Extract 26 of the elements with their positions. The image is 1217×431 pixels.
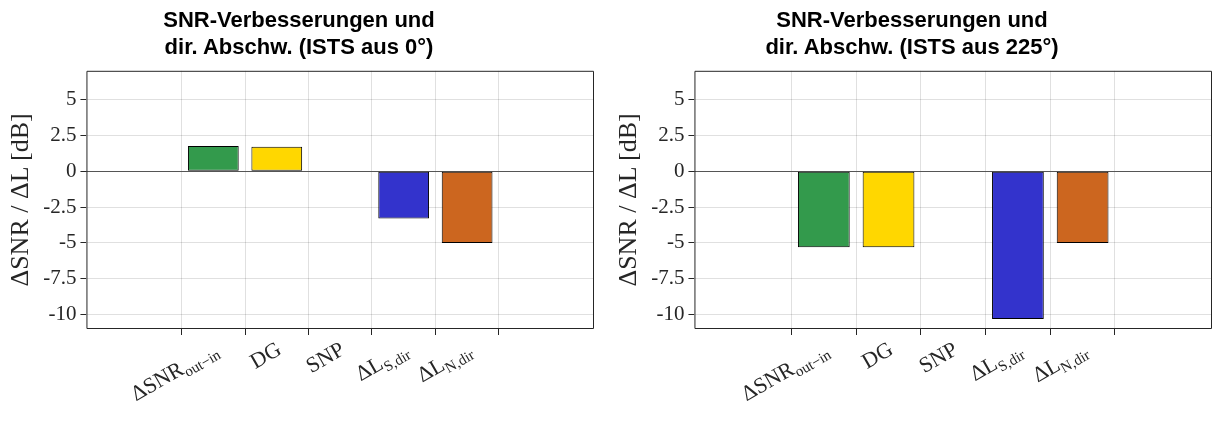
x-tick-label: DG (857, 336, 898, 374)
y-tick-label: -5 (58, 229, 77, 254)
x-tick-label: ΔLN,dir (1027, 346, 1093, 388)
y-tick-label: 0 (65, 157, 77, 182)
y-tick-label: 2.5 (50, 121, 77, 146)
y-tick-label: -5 (666, 229, 685, 254)
x-tick-label: DG (245, 336, 286, 374)
y-tick-label: 0 (673, 157, 685, 182)
x-tick-label: SNP (914, 336, 962, 378)
x-tick-label: ΔLN,dir (412, 346, 478, 388)
y-tick-label: -10 (656, 301, 685, 326)
y-tick-label: 5 (673, 86, 685, 110)
x-tick-label: ΔLS,dir (350, 346, 414, 386)
x-tick-label: ΔLS,dir (965, 346, 1028, 386)
x-tick-label: SNP (301, 336, 349, 378)
y-axis-title: ΔSNR / ΔL [dB] (613, 113, 643, 287)
y-tick-label: -2.5 (651, 193, 685, 218)
chart-title: SNR-Verbesserungen und dir. Abschw. (ISTS aus 0°) (163, 7, 435, 59)
y-tick-label: -2.5 (43, 193, 77, 218)
y-tick-label: 2.5 (658, 121, 685, 146)
y-axis-title: ΔSNR / ΔL [dB] (5, 113, 35, 287)
y-tick-label: -7.5 (651, 265, 685, 290)
y-tick-label: 5 (65, 86, 77, 110)
y-tick-label: -7.5 (43, 265, 77, 290)
chart-title: SNR-Verbesserungen und dir. Abschw. (ISTS aus 225°) (765, 7, 1059, 59)
y-tick-label: -10 (48, 301, 77, 326)
